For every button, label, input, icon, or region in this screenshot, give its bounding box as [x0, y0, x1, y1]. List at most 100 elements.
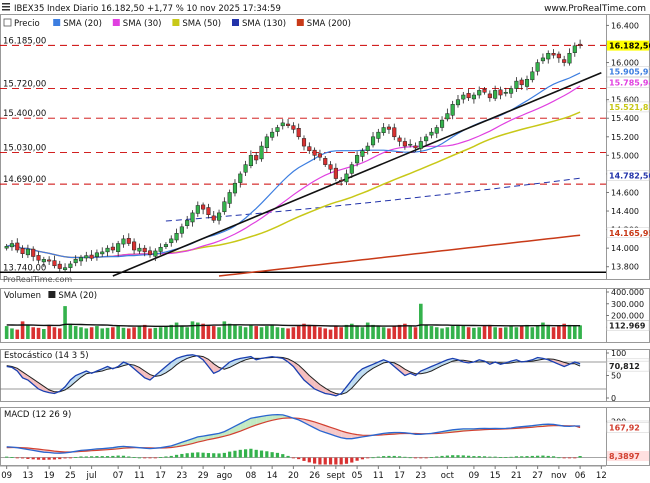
candle: [546, 53, 551, 60]
stochastic-fill: [357, 368, 363, 383]
candle: [15, 242, 20, 251]
macd-histogram-bar: [504, 456, 508, 458]
macd-histogram-bar: [164, 456, 168, 458]
stochastic-fill: [33, 379, 39, 389]
candle: [222, 201, 227, 213]
macd-histogram-bar: [42, 457, 46, 460]
volume-bar: [466, 327, 471, 339]
legend-label: SMA (50): [182, 19, 221, 29]
legend-swatch: [172, 19, 180, 26]
macd-histogram-bar: [79, 456, 83, 458]
legend-label: SMA (200): [307, 19, 351, 29]
price-panel: 16.185,00 15.720,00 15.400,00 15.030,00 14.6…: [0, 18, 650, 277]
chart-title: IBEX35 Index Diario 16.182,50 +1,77 % 10…: [14, 4, 281, 14]
volume-bar: [73, 326, 78, 339]
volume-bar: [68, 323, 73, 339]
candle: [498, 89, 503, 96]
stochastic-fill: [351, 373, 358, 389]
candle: [206, 207, 211, 215]
volume-bar: [535, 326, 540, 339]
volume-bar: [551, 327, 556, 339]
legend-label: Estocástico (14 3 5): [4, 351, 89, 361]
volume-bar: [4, 326, 9, 339]
trend-line: [112, 72, 602, 277]
volume-bar: [10, 328, 14, 339]
menu-icon[interactable]: [2, 3, 10, 11]
candle: [349, 164, 354, 174]
macd-histogram-bar: [435, 456, 439, 458]
candle: [535, 62, 540, 72]
candle: [270, 131, 275, 138]
candle: [365, 145, 370, 151]
macd-fill: [256, 416, 262, 425]
macd-histogram-bar: [31, 457, 35, 460]
candle: [137, 247, 142, 252]
volume-bar: [440, 328, 444, 339]
brand-link[interactable]: www.ProRealTime.com: [544, 4, 646, 14]
macd-histogram-bar: [530, 455, 534, 458]
macd-histogram-bar: [536, 455, 540, 458]
value-tag-label: 14.782,50: [609, 172, 650, 181]
candle: [190, 212, 195, 223]
x-tick-label: 09: [1, 471, 12, 481]
checkbox-icon[interactable]: [3, 18, 12, 27]
legend-label: SMA (20): [58, 291, 97, 301]
value-tag: [606, 227, 650, 239]
volume-bar: [307, 324, 312, 339]
candle: [57, 263, 62, 269]
y-tick-label: 200.000: [611, 312, 644, 321]
volume-bar: [296, 326, 301, 339]
legend-swatch: [53, 19, 61, 26]
volume-bar: [493, 327, 497, 339]
volume-bar: [137, 326, 142, 339]
macd-histogram-bar: [344, 457, 349, 464]
volume-bar: [227, 323, 232, 339]
value-tag: [606, 66, 650, 77]
macd-histogram-bar: [148, 457, 152, 459]
macd-fill: [319, 423, 326, 433]
macd-histogram-bar: [382, 456, 386, 458]
macd-histogram-bar: [206, 453, 211, 458]
macd-histogram-bar: [429, 457, 434, 458]
candle: [4, 246, 9, 249]
macd-histogram-bar: [297, 457, 301, 460]
volume-bar: [243, 327, 248, 339]
value-tag-label: 16.182,50: [609, 42, 650, 51]
macd-histogram-bar: [249, 448, 253, 458]
volume-bar: [434, 327, 439, 339]
value-tag: [606, 422, 650, 433]
candle: [264, 136, 269, 148]
candle: [280, 122, 285, 127]
stochastic-fill: [399, 365, 405, 376]
candle: [286, 123, 291, 126]
stochastic-fill: [404, 369, 411, 376]
macd-histogram-bar: [90, 456, 94, 458]
candle: [551, 53, 556, 56]
candle: [68, 263, 73, 268]
volume-bar: [265, 326, 269, 339]
legend-swatch: [296, 19, 304, 26]
y-tick-label: 15.600: [611, 96, 639, 105]
candle: [381, 127, 386, 133]
candle: [301, 138, 307, 147]
macd-histogram-bar: [387, 455, 391, 458]
volume-bar: [190, 321, 195, 339]
macd-histogram-bar: [408, 457, 412, 459]
candle: [179, 226, 184, 234]
macd-histogram-bar: [68, 457, 72, 459]
reference-level-label: 14.690,00: [3, 175, 46, 185]
volume-sma-line: [6, 323, 581, 327]
x-tick-label: 07: [113, 471, 124, 481]
candle: [25, 248, 30, 256]
macd-fill: [261, 415, 267, 424]
value-tag: [606, 77, 650, 88]
volume-bar: [472, 327, 476, 339]
macd-fill: [266, 414, 273, 422]
macd-histogram-bar: [105, 456, 110, 458]
volume-bar: [562, 323, 566, 339]
candle: [9, 243, 15, 248]
volume-bar: [323, 328, 328, 339]
candle: [524, 79, 530, 87]
candle: [429, 131, 434, 136]
